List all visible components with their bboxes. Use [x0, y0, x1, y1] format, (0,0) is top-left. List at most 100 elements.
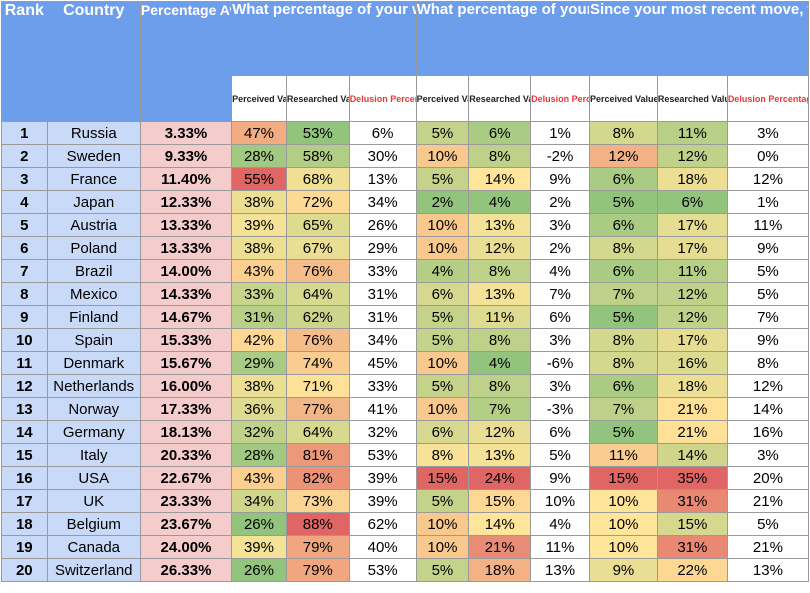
grocery-perceived-cell: 10% [415, 213, 470, 237]
moving-delusion-cell: 0% [726, 144, 810, 168]
moving-researched-cell: 11% [656, 121, 728, 145]
rank-cell: 9 [1, 305, 48, 329]
moving-perceived-cell: 11% [588, 443, 658, 467]
percentage-delusion-header: Percentage Average Delusion [139, 1, 233, 122]
subheader-row: Perceived Value Researched Value Delusio… [2, 75, 810, 122]
country-cell: Spain [46, 328, 141, 352]
moving-perceived-cell: 7% [588, 282, 658, 306]
wardrobe-researched-cell: 65% [285, 213, 350, 237]
grocery-researched-cell: 24% [468, 466, 532, 490]
grocery-researched-cell: 4% [468, 190, 532, 214]
grocery-perceived-cell: 15% [415, 466, 470, 490]
wardrobe-perceived-cell: 26% [231, 558, 287, 582]
rank-cell: 5 [1, 213, 48, 237]
grocery-researched-cell: 7% [468, 397, 532, 421]
moving-perceived-header: Perceived Value [588, 75, 658, 122]
wardrobe-researched-cell: 64% [285, 282, 350, 306]
moving-perceived-cell: 15% [588, 466, 658, 490]
wardrobe-researched-cell: 62% [285, 305, 350, 329]
country-cell: Japan [46, 190, 141, 214]
moving-perceived-cell: 6% [588, 213, 658, 237]
wardrobe-delusion-cell: 31% [348, 282, 417, 306]
wardrobe-delusion-cell: 45% [348, 351, 417, 375]
wardrobe-delusion-cell: 6% [348, 121, 417, 145]
wardrobe-delusion-cell: 30% [348, 144, 417, 168]
wardrobe-delusion-cell: 53% [348, 443, 417, 467]
grocery-delusion-cell: 9% [530, 167, 590, 191]
moving-perceived-cell: 7% [588, 397, 658, 421]
grocery-delusion-cell: 3% [530, 328, 590, 352]
moving-researched-cell: 22% [656, 558, 728, 582]
rank-cell: 20 [1, 558, 48, 582]
moving-delusion-header: Delusion Percentage [726, 75, 810, 122]
wardrobe-perceived-cell: 26% [231, 512, 287, 536]
wardrobe-delusion-cell: 34% [348, 190, 417, 214]
wardrobe-researched-cell: 58% [285, 144, 350, 168]
table-row: 18 Belgium 23.67% 26% 88% 62% 10% 14% 4% 10% 15% 5% [1, 512, 810, 536]
grocery-researched-header: Researched Value [468, 75, 532, 122]
moving-perceived-cell: 10% [588, 512, 658, 536]
moving-researched-cell: 12% [656, 282, 728, 306]
table-row: 16 USA 22.67% 43% 82% 39% 15% 24% 9% 15% 35% 20% [1, 466, 810, 490]
wardrobe-researched-cell: 64% [285, 420, 350, 444]
wardrobe-perceived-header: Perceived Value [231, 75, 287, 122]
moving-delusion-cell: 13% [726, 558, 810, 582]
moving-researched-cell: 16% [656, 351, 728, 375]
percentage-delusion-cell: 17.33% [139, 397, 233, 421]
grocery-researched-cell: 8% [468, 259, 532, 283]
moving-researched-cell: 6% [656, 190, 728, 214]
wardrobe-delusion-cell: 33% [348, 259, 417, 283]
grocery-delusion-cell: 9% [530, 466, 590, 490]
wardrobe-researched-cell: 71% [285, 374, 350, 398]
wardrobe-delusion-header: Delusion Percentage [348, 75, 417, 122]
rank-cell: 1 [1, 121, 48, 145]
wardrobe-researched-cell: 74% [285, 351, 350, 375]
grocery-delusion-cell: -6% [530, 351, 590, 375]
table-row: 15 Italy 20.33% 28% 81% 53% 8% 13% 5% 11% 14% 3% [1, 443, 810, 467]
percentage-delusion-cell: 14.67% [139, 305, 233, 329]
wardrobe-delusion-cell: 41% [348, 397, 417, 421]
moving-delusion-cell: 11% [726, 213, 810, 237]
grocery-researched-cell: 8% [468, 328, 532, 352]
wardrobe-perceived-cell: 29% [231, 351, 287, 375]
moving-delusion-cell: 3% [726, 121, 810, 145]
wardrobe-researched-header: Researched Value [285, 75, 350, 122]
moving-delusion-cell: 12% [726, 167, 810, 191]
moving-perceived-cell: 8% [588, 351, 658, 375]
moving-perceived-cell: 8% [588, 121, 658, 145]
country-cell: UK [46, 489, 141, 513]
moving-researched-cell: 11% [656, 259, 728, 283]
moving-delusion-cell: 1% [726, 190, 810, 214]
grocery-researched-cell: 21% [468, 535, 532, 559]
moving-perceived-cell: 10% [588, 535, 658, 559]
grocery-delusion-cell: 1% [530, 121, 590, 145]
country-cell: Finland [46, 305, 141, 329]
wardrobe-delusion-cell: 34% [348, 328, 417, 352]
moving-perceived-cell: 9% [588, 558, 658, 582]
grocery-delusion-cell: -2% [530, 144, 590, 168]
wardrobe-perceived-cell: 38% [231, 236, 287, 260]
moving-researched-cell: 21% [656, 397, 728, 421]
table-row: 11 Denmark 15.67% 29% 74% 45% 10% 4% -6% 8% 16% 8% [1, 351, 810, 375]
grocery-researched-cell: 6% [468, 121, 532, 145]
delusion-table: Rank Country Percentage Average Delusion… [1, 1, 810, 582]
wardrobe-researched-cell: 76% [285, 328, 350, 352]
moving-delusion-cell: 14% [726, 397, 810, 421]
wardrobe-perceived-cell: 39% [231, 535, 287, 559]
moving-perceived-cell: 10% [588, 489, 658, 513]
percentage-delusion-cell: 16.00% [139, 374, 233, 398]
wardrobe-perceived-cell: 38% [231, 190, 287, 214]
grocery-perceived-header: Perceived Value [415, 75, 470, 122]
country-cell: Netherlands [46, 374, 141, 398]
wardrobe-delusion-cell: 29% [348, 236, 417, 260]
grocery-perceived-cell: 6% [415, 282, 470, 306]
percentage-delusion-cell: 15.67% [139, 351, 233, 375]
moving-delusion-cell: 21% [726, 535, 810, 559]
rank-cell: 19 [1, 535, 48, 559]
grocery-perceived-cell: 5% [415, 489, 470, 513]
table-row: 14 Germany 18.13% 32% 64% 32% 6% 12% 6% 5% 21% 16% [1, 420, 810, 444]
moving-researched-header: Researched Value [656, 75, 728, 122]
table-row: 1 Russia 3.33% 47% 53% 6% 5% 6% 1% 8% 11% 3% [1, 121, 810, 145]
grocery-perceived-cell: 10% [415, 236, 470, 260]
country-cell: Denmark [46, 351, 141, 375]
